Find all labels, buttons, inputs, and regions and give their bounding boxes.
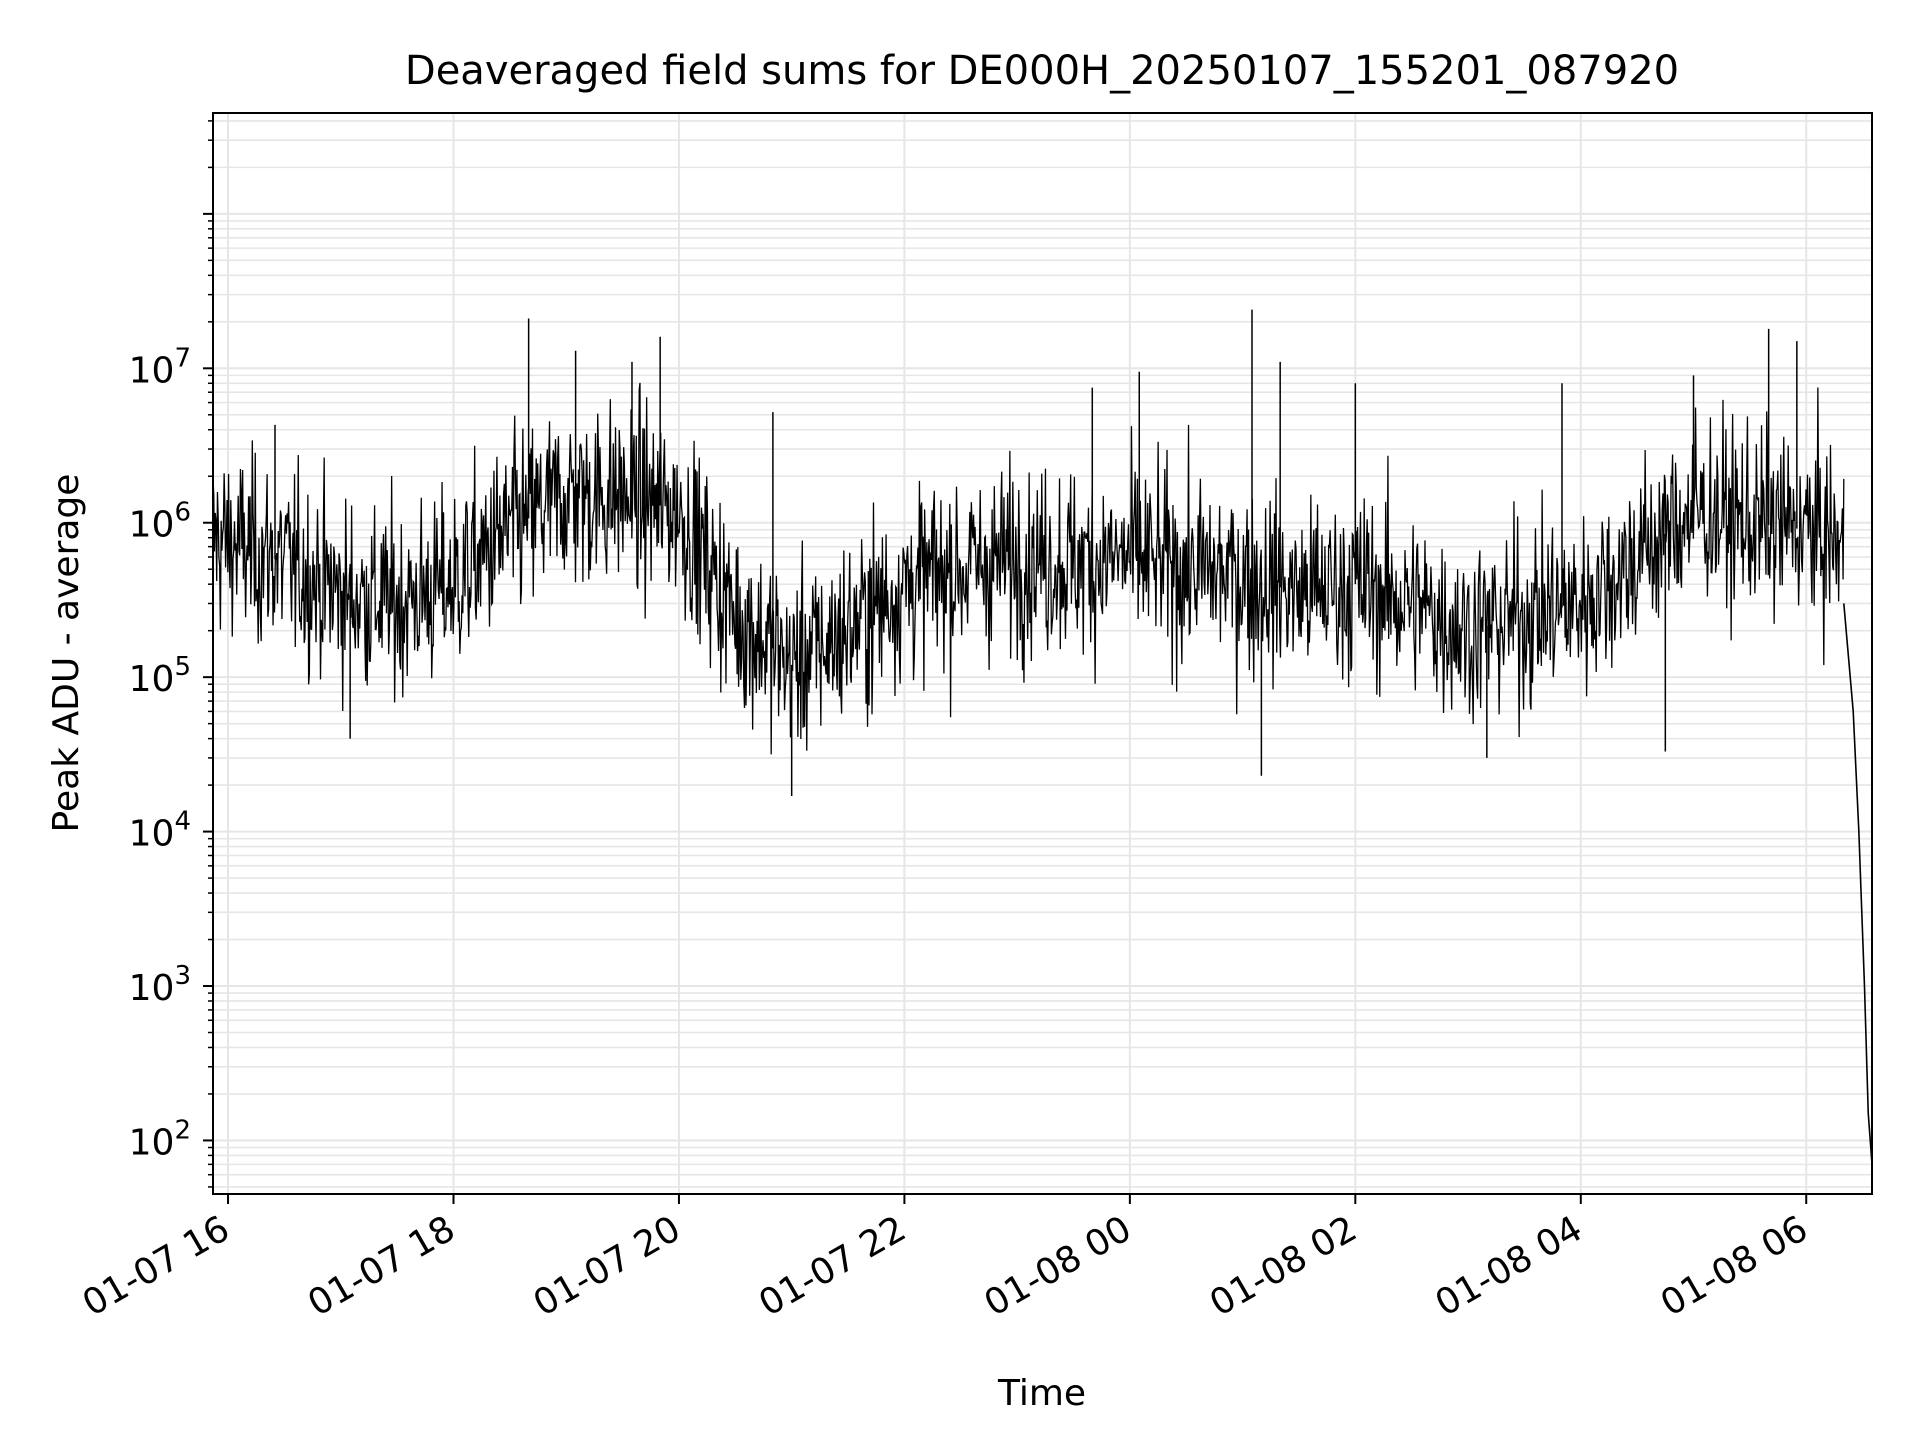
plot-series (212, 309, 1873, 1165)
y-tick-label: 103 (129, 961, 191, 1009)
y-tick-label: 105 (129, 652, 191, 700)
chart-title: Deaveraged field sums for DE000H_2025010… (405, 48, 1679, 94)
grid (213, 113, 1872, 1194)
y-tick-label: 102 (129, 1115, 191, 1163)
y-axis-label: Peak ADU - average (46, 474, 87, 833)
y-tick-label: 104 (129, 807, 191, 855)
y-tick-label: 107 (129, 343, 191, 391)
y-tick-label: 106 (129, 498, 191, 546)
x-axis-label: Time (997, 1373, 1086, 1414)
axis-ticks (203, 120, 1808, 1204)
series-line (212, 382, 1845, 755)
series-drop-line (1843, 603, 1873, 1165)
plot-area-frame (212, 112, 1873, 1195)
